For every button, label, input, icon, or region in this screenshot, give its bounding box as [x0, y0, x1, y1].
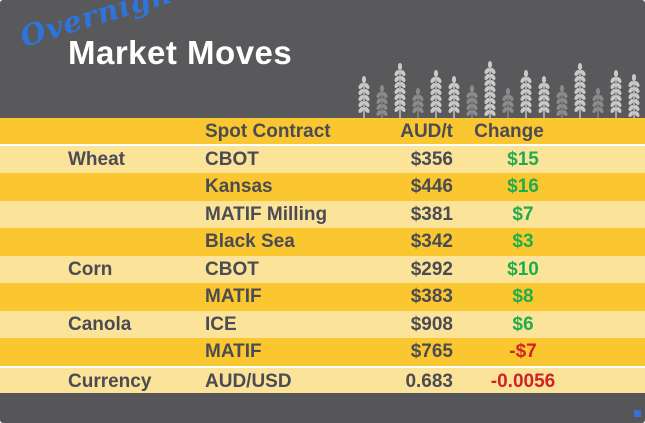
price-cell: $383	[410, 286, 453, 307]
contract-cell: MATIF Milling	[205, 203, 328, 225]
table-row: MATIF $765 -$7	[0, 338, 645, 366]
wheat-ear-icon	[376, 85, 388, 118]
category-cell: Corn	[68, 258, 113, 280]
table-row: Wheat CBOT $356 $15	[0, 145, 645, 173]
wheat-ear-icon	[358, 76, 370, 118]
contract-header: Spot Contract	[205, 121, 331, 142]
change-cell: -0.0056	[490, 370, 556, 392]
wheat-decoration	[357, 61, 641, 118]
category-cell: Canola	[68, 313, 132, 335]
price-cell: $446	[410, 176, 453, 197]
wheat-ear-icon	[412, 88, 424, 118]
price-cell: $908	[410, 313, 453, 335]
market-table: Spot Contract AUD/t Change Wheat CBOT $356 $15…	[0, 118, 645, 393]
contract-cell: MATIF	[205, 341, 262, 362]
contract-cell: MATIF	[205, 286, 262, 307]
wheat-ear-icon	[484, 61, 496, 118]
price-cell: $292	[410, 258, 453, 280]
contract-cell: Kansas	[205, 176, 273, 197]
change-cell: $6	[512, 313, 534, 335]
change-cell: $7	[512, 203, 534, 225]
price-cell: 0.683	[405, 370, 453, 392]
resize-handle[interactable]	[634, 410, 641, 417]
contract-cell: AUD/USD	[205, 370, 292, 392]
wheat-ear-icon	[592, 88, 604, 118]
table-row: MATIF $383 $8	[0, 283, 645, 311]
wheat-ear-icon	[556, 85, 568, 118]
table-row: Canola ICE $908 $6	[0, 310, 645, 338]
change-cell: $15	[507, 148, 539, 170]
slide-header: Overnight Market Moves	[0, 0, 645, 118]
change-cell: $16	[507, 176, 539, 197]
wheat-ear-icon	[502, 88, 514, 118]
table-row: MATIF Milling $381 $7	[0, 200, 645, 228]
category-cell: Currency	[68, 370, 152, 392]
price-cell: $381	[410, 203, 453, 225]
price-header: AUD/t	[400, 121, 453, 142]
contract-cell: CBOT	[205, 258, 259, 280]
category-cell: Wheat	[68, 148, 125, 170]
wheat-ear-icon	[520, 70, 532, 118]
wheat-ear-icon	[538, 76, 550, 118]
table-row: Black Sea $342 $3	[0, 228, 645, 256]
table-row: Corn CBOT $292 $10	[0, 255, 645, 283]
wheat-ear-icon	[430, 70, 442, 118]
change-cell: $10	[507, 258, 539, 280]
page-title: Market Moves	[68, 34, 293, 71]
change-header: Change	[474, 121, 544, 142]
table-header-row: Spot Contract AUD/t Change	[0, 118, 645, 146]
wheat-ear-icon	[448, 76, 460, 118]
table-row: Currency AUD/USD 0.683 -0.0056	[0, 365, 645, 393]
wheat-ear-icon	[466, 85, 478, 118]
contract-cell: Black Sea	[205, 231, 295, 252]
change-cell: $3	[512, 231, 534, 252]
change-cell: $8	[512, 286, 534, 307]
price-cell: $342	[410, 231, 453, 252]
table-row: Kansas $446 $16	[0, 173, 645, 201]
change-cell: -$7	[509, 341, 537, 362]
wheat-ear-icon	[394, 63, 406, 118]
price-cell: $356	[410, 148, 453, 170]
footer-bar	[0, 393, 645, 423]
wheat-ear-icon	[610, 70, 622, 118]
price-cell: $765	[410, 341, 453, 362]
contract-cell: CBOT	[205, 148, 259, 170]
wheat-ear-icon	[628, 74, 640, 118]
contract-cell: ICE	[205, 313, 237, 335]
wheat-ear-icon	[574, 63, 586, 118]
